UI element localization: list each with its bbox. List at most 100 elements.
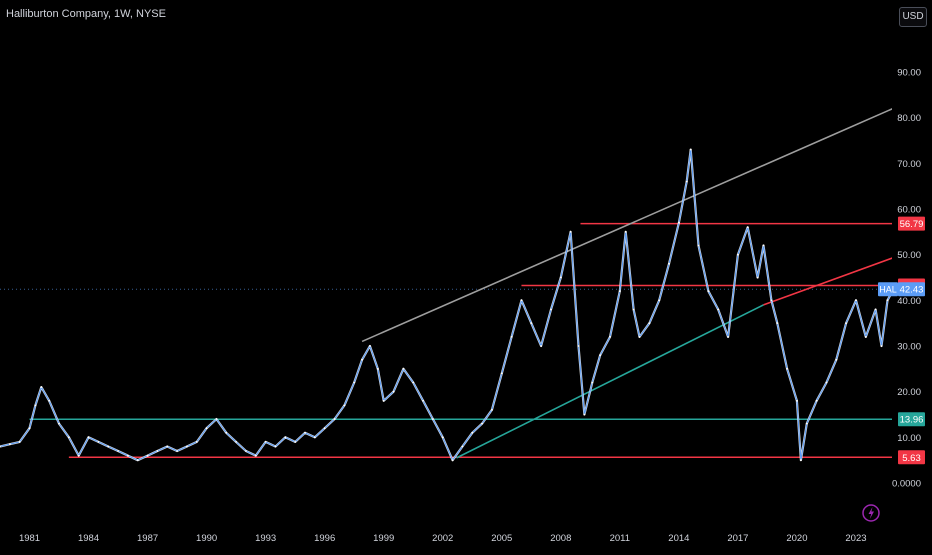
price-point [815,399,818,402]
price-point [67,436,70,439]
price-point [599,354,602,357]
level-price-tag [898,216,925,231]
level-price-label: 56.79 [900,219,924,230]
trend-line[interactable] [361,96,920,343]
price-point [323,427,326,430]
price-point [805,422,808,425]
last-price-tag [898,282,925,297]
price-point [117,450,119,452]
y-tick-label: 0.0000 [892,479,921,490]
price-point [8,443,11,446]
x-tick-label: 1990 [196,533,217,544]
y-tick-label: 10.00 [897,433,921,444]
price-point [18,441,21,443]
x-tick-label: 2002 [432,533,453,544]
last-price-label: 42.43 [900,285,924,296]
trend-line[interactable] [456,304,764,459]
price-point [658,299,661,302]
y-tick-label: 60.00 [897,205,921,216]
level-price-tag [898,450,925,465]
series-layer [0,148,895,462]
price-point [583,413,586,416]
price-point [186,445,188,448]
price-point [294,441,297,443]
price-point [284,436,287,439]
x-tick-label: 2005 [491,533,512,544]
price-point [87,436,90,439]
x-tick-label: 2023 [845,533,866,544]
y-tick-label: 80.00 [897,113,921,124]
time-axis-background [0,525,932,550]
y-tick-label: 90.00 [897,68,921,79]
price-point [577,345,580,347]
price-point [376,367,379,370]
price-point [762,244,765,247]
price-point [412,381,415,384]
x-tick-label: 1996 [314,533,335,544]
price-point [343,404,346,407]
price-point [786,367,788,370]
price-point [510,335,513,338]
price-point [624,230,627,233]
price-point [40,386,43,388]
price-point [776,322,779,325]
price-point [737,253,739,256]
price-point [304,431,306,434]
price-point [591,381,594,384]
price-point [205,427,208,430]
price-point [176,450,178,452]
y-tick-label: 50.00 [897,250,921,261]
price-point [34,404,37,407]
price-point [550,308,552,311]
level-price-label: 5.63 [902,453,921,464]
y-tick-label: 30.00 [897,342,921,353]
y-tick-label: 70.00 [897,159,921,170]
price-point [520,299,523,302]
price-point [0,445,1,448]
ticker-label: HAL [879,285,897,295]
price-point [392,390,395,393]
price-point [254,454,257,457]
x-tick-label: 1987 [137,533,158,544]
price-point [796,399,798,402]
price-point [58,422,60,425]
price-point [422,399,424,402]
price-series-line[interactable] [0,149,894,461]
bolt-icon[interactable] [862,504,880,522]
price-point [668,262,670,265]
annotation-layer [0,96,928,459]
price-point [697,244,700,247]
ticker-tag [878,282,898,297]
price-point [166,445,169,448]
x-tick-label: 2020 [786,533,807,544]
price-point [156,450,159,452]
x-tick-label: 1993 [255,533,276,544]
price-point [886,299,889,302]
x-tick-label: 1999 [373,533,394,544]
price-point [727,335,729,338]
x-tick-label: 2017 [727,533,748,544]
x-tick-label: 1984 [78,533,99,544]
price-point [481,422,483,425]
x-tick-label: 1981 [19,533,40,544]
price-point [107,445,110,448]
price-point [874,308,877,311]
price-point [28,427,31,430]
price-point [48,399,51,402]
price-point [97,441,100,443]
price-point [353,381,356,384]
price-point [825,381,828,384]
price-point [864,335,867,338]
price-point [530,322,533,325]
price-point [461,445,464,448]
price-point [441,436,444,439]
price-point [685,180,688,183]
currency-button[interactable]: USD [899,7,927,27]
price-point [855,299,857,302]
price-point [264,441,267,443]
price-point [369,345,371,347]
